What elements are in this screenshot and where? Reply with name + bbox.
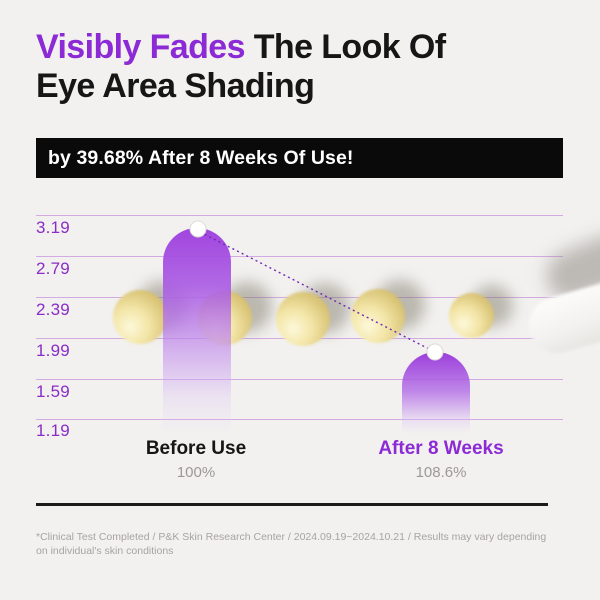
serum-bead <box>113 290 167 344</box>
title-accent: Visibly Fades <box>36 28 246 66</box>
percent-label-before: 100% <box>176 464 216 481</box>
claim-banner: by 39.68% After 8 Weeks Of Use! <box>36 138 563 178</box>
y-axis-tick-label: 1.19 <box>36 421 70 440</box>
y-axis-tick-label: 1.99 <box>36 341 70 360</box>
category-label-after: After 8 Weeks <box>378 438 504 459</box>
percent-label-after: 108.6% <box>415 464 467 481</box>
title-rest: The Look Of <box>244 28 446 66</box>
page-title: Visibly Fades The Look Of Eye Area Shadi… <box>36 28 576 106</box>
disclaimer: *Clinical Test Completed / P&K Skin Rese… <box>36 531 566 558</box>
bar-before-use <box>163 228 231 434</box>
y-axis-tick-label: 3.19 <box>36 218 70 237</box>
gridline <box>36 256 563 257</box>
divider-line <box>36 503 548 506</box>
disclaimer-line-2: on individual's skin conditions <box>36 544 174 557</box>
disclaimer-line-1: *Clinical Test Completed / P&K Skin Rese… <box>36 531 547 543</box>
y-axis-tick-label: 1.59 <box>36 382 70 401</box>
gridline <box>36 215 563 216</box>
gridline <box>36 419 563 420</box>
category-label-before: Before Use <box>145 438 247 459</box>
serum-bead <box>351 289 405 343</box>
gridline <box>36 379 563 380</box>
serum-bead <box>276 292 330 346</box>
bar-after-8-weeks <box>402 352 470 434</box>
y-axis-tick-label: 2.39 <box>36 300 70 319</box>
title-line2: Eye Area Shading <box>36 67 315 105</box>
y-axis-tick-label: 2.79 <box>36 259 70 278</box>
serum-bead <box>449 293 494 338</box>
